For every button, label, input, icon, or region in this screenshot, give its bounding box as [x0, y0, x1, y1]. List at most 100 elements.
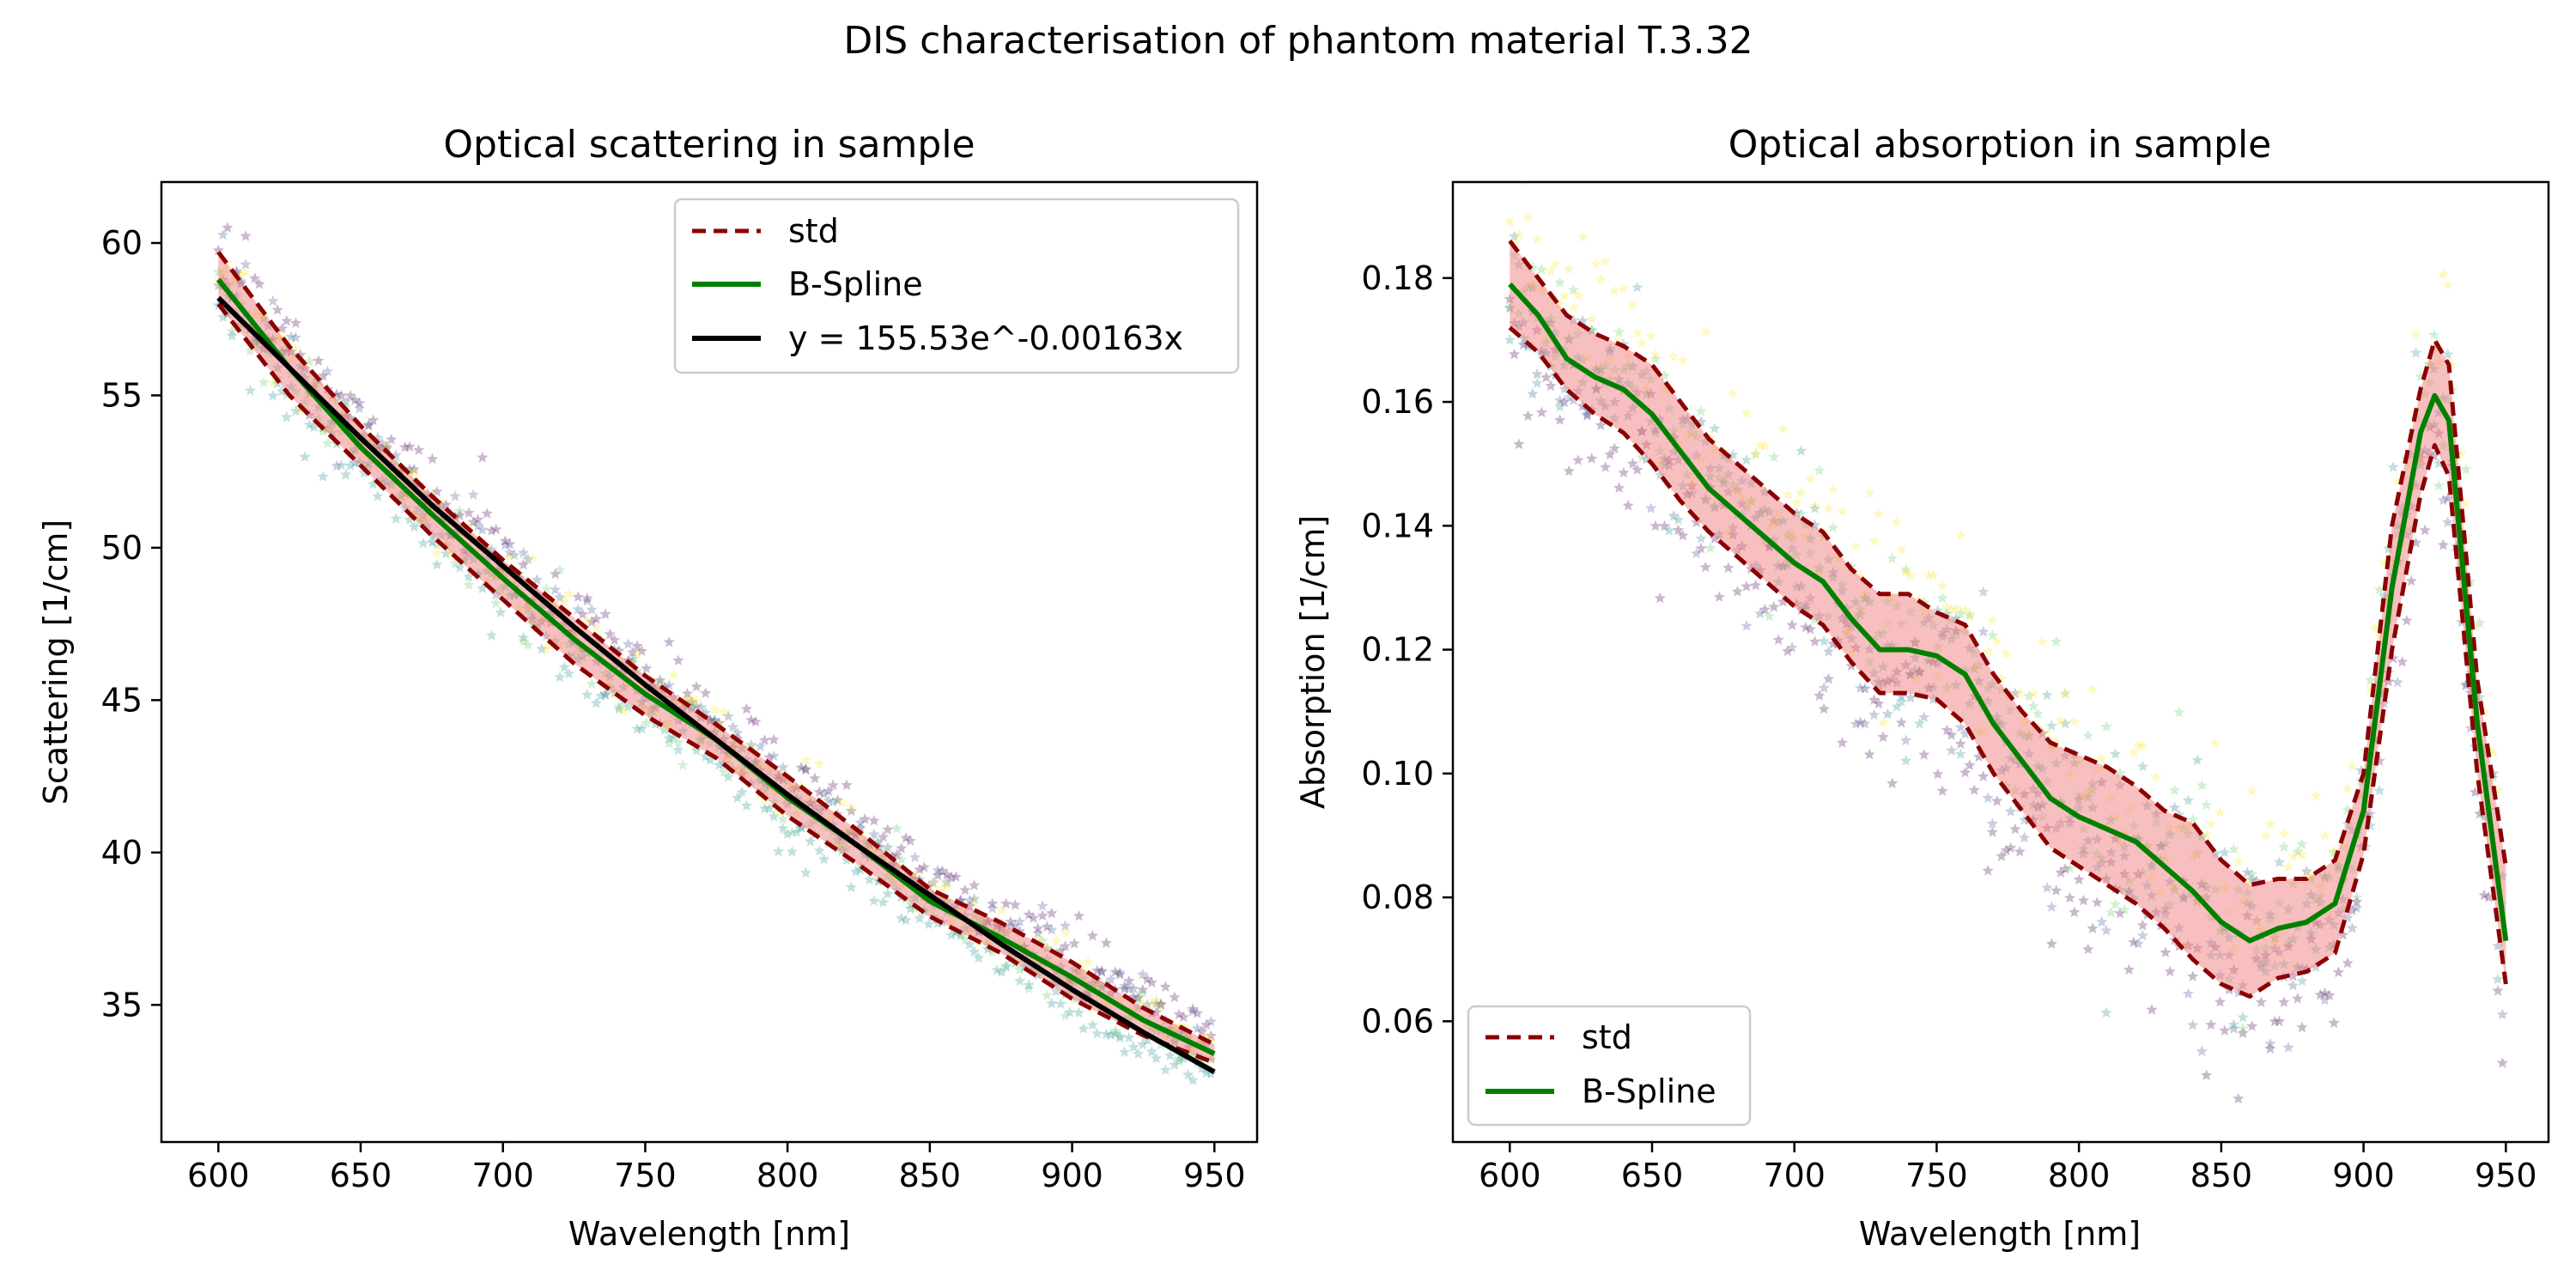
- scatter-point: [763, 751, 775, 762]
- scatter-point: [813, 786, 825, 798]
- x-tick-label: 800: [2048, 1157, 2111, 1194]
- scatter-point: [1822, 646, 1835, 657]
- scatter-point: [955, 930, 967, 941]
- scatter-point: [2009, 823, 2021, 835]
- scatter-point: [635, 645, 648, 656]
- scatter-point: [813, 757, 825, 769]
- scatter-point: [1946, 744, 1958, 756]
- scatter-point: [2191, 754, 2203, 765]
- scatter-point: [244, 344, 257, 356]
- scatter-point: [590, 613, 603, 624]
- scatter-point: [1522, 341, 1534, 352]
- scatter-point: [1091, 1027, 1103, 1039]
- scatter-point: [477, 524, 489, 535]
- scatter-point: [1886, 552, 1899, 564]
- scattering-marks: [212, 222, 1217, 1085]
- scatter-point: [1508, 230, 1521, 241]
- absorption-series-std-upper: [1508, 239, 2508, 888]
- scatter-point: [349, 394, 361, 405]
- scatter-point: [1586, 313, 1598, 325]
- scatter-point: [1618, 283, 1630, 294]
- scatter-point: [590, 697, 603, 708]
- scatter-point: [240, 230, 252, 241]
- scatter-point: [2373, 584, 2385, 595]
- scatter-point: [1827, 521, 1839, 533]
- y-tick-label: 35: [101, 986, 143, 1024]
- scatter-point: [622, 701, 635, 712]
- scatter-point: [2032, 708, 2044, 720]
- scatter-point: [349, 457, 361, 468]
- scatter-point: [1631, 326, 1643, 338]
- scatter-point: [1854, 716, 1867, 728]
- x-tick-label: 900: [1041, 1157, 1103, 1194]
- scatter-point: [1900, 563, 1912, 574]
- scatter-point: [2264, 1042, 2276, 1054]
- scatter-point: [2246, 867, 2258, 879]
- scatter-point: [613, 701, 625, 712]
- scatter-point: [1677, 529, 1689, 541]
- scatter-point: [845, 881, 857, 893]
- scatter-point: [362, 418, 374, 430]
- x-tick-label: 850: [2190, 1157, 2253, 1194]
- scatter-point: [1741, 620, 1753, 631]
- scatter-point: [2000, 647, 2012, 659]
- scatter-point: [1046, 997, 1058, 1009]
- scatter-point: [281, 314, 293, 326]
- scatter-point: [732, 792, 744, 803]
- scatter-point: [704, 754, 716, 766]
- scatter-point: [2027, 700, 2039, 712]
- scatter-point: [1959, 728, 1971, 739]
- scatter-point: [1141, 1034, 1153, 1045]
- scatter-point: [987, 945, 999, 957]
- scatter-point: [745, 714, 757, 726]
- scatter-point: [1972, 750, 1985, 762]
- scatter-point: [1777, 595, 1789, 607]
- scatter-point: [2246, 1020, 2258, 1031]
- scatter-point: [1205, 1067, 1217, 1079]
- scatter-point: [2378, 556, 2391, 568]
- scatter-point: [1954, 607, 1966, 619]
- scatter-point: [1754, 439, 1766, 451]
- scatter-point: [1513, 228, 1525, 240]
- scatter-point: [854, 822, 866, 834]
- scatter-point: [1863, 487, 1875, 499]
- scattering-y-ticks: 35 40 45 50 55 60: [101, 224, 161, 1024]
- scatter-point: [1586, 453, 1598, 464]
- scatter-point: [927, 876, 939, 888]
- scatter-point: [823, 785, 835, 797]
- scatter-point: [2023, 690, 2035, 702]
- scatter-point: [2055, 714, 2067, 726]
- scatter-point: [1558, 396, 1571, 408]
- scatter-point: [536, 642, 548, 654]
- scatter-point: [1946, 729, 1958, 740]
- scatter-point: [2401, 615, 2413, 626]
- scatter-point: [1023, 908, 1035, 920]
- scatter-point: [504, 546, 516, 558]
- scatter-point: [700, 750, 712, 762]
- scatter-point: [805, 835, 817, 847]
- scatter-point: [1622, 499, 1634, 511]
- y-tick-label: 0.08: [1361, 878, 1434, 916]
- scatter-point: [722, 770, 734, 782]
- scatter-point: [1959, 604, 1971, 615]
- scatter-point: [1626, 299, 1639, 310]
- scatter-point: [1795, 507, 1807, 519]
- scatter-point: [1123, 982, 1135, 994]
- scatter-point: [453, 509, 465, 520]
- scatter-point: [2273, 856, 2286, 867]
- scatter-point: [1900, 734, 1912, 746]
- scatter-point: [904, 902, 916, 914]
- scatter-point: [1151, 993, 1163, 1005]
- scatter-point: [1968, 784, 1980, 795]
- x-tick-label: 600: [1479, 1157, 1541, 1194]
- scatter-point: [2237, 1011, 2249, 1023]
- scatter-point: [490, 523, 502, 535]
- x-tick-label: 650: [1621, 1157, 1684, 1194]
- scatter-point: [599, 688, 611, 699]
- scatter-point: [868, 814, 880, 826]
- scatter-point: [2318, 993, 2331, 1005]
- scatter-point: [963, 895, 975, 906]
- scatter-point: [1554, 414, 1566, 425]
- scatter-point: [1531, 377, 1543, 388]
- scatter-point: [868, 895, 880, 906]
